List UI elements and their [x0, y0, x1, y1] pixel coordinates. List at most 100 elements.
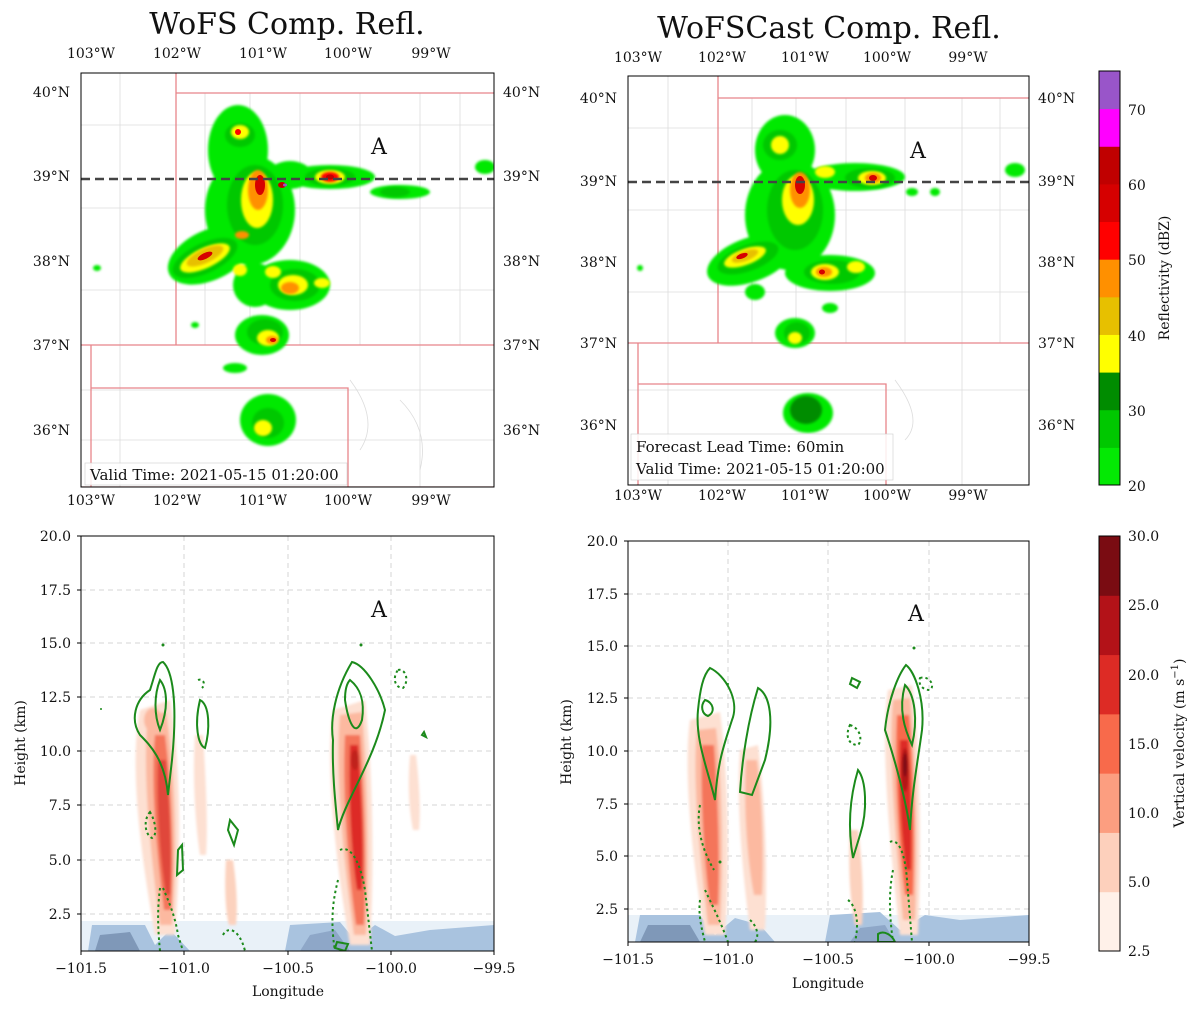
cross-right-ylabel: Height (km) [559, 699, 575, 785]
map-left-bottom-tick: 100°W [324, 493, 373, 509]
cross-left-xlabel: Longitude [252, 984, 324, 1000]
map-right-lead-time: Forecast Lead Time: 60min [636, 438, 844, 456]
cross-left-content [81, 643, 494, 951]
cross-left-surface-blue [81, 921, 494, 951]
reflectivity-colorbar-segment [1099, 334, 1120, 373]
cross-right-x-tick: −99.5 [1008, 952, 1051, 968]
map-left-bottom-tick: 99°W [411, 493, 451, 509]
reflectivity-colorbar-segment [1099, 372, 1120, 411]
vertical-velocity-colorbar: 2.5 5.0 10.0 15.0 20.0 25.0 30.0 Vertica… [1098, 529, 1188, 960]
reflectivity-colorbar-segments [1099, 71, 1120, 486]
cross-left-x-tick: −100.0 [365, 961, 417, 977]
cross-right-xlabel: Longitude [792, 976, 864, 992]
vertical-velocity-tick: 2.5 [1128, 944, 1150, 960]
cross-left-contours-solid [133, 660, 428, 951]
map-right-right-tick: 40°N [1038, 91, 1075, 107]
cross-right-y-tick: 7.5 [596, 797, 618, 813]
map-left-top-tick: 103°W [67, 46, 116, 62]
cross-right-surface-blue [628, 912, 1029, 942]
cross-right-annotation: A [907, 602, 925, 627]
map-right-bottom-tick: 103°W [614, 488, 663, 504]
map-left-top-ticks: 103°W 102°W 101°W 100°W 99°W [67, 46, 451, 62]
map-right-top-tick: 101°W [781, 50, 830, 66]
map-right-bottom-tick: 102°W [698, 488, 747, 504]
cross-left-x-tick: −99.5 [473, 961, 516, 977]
cross-left-updrafts [135, 700, 420, 945]
map-right-left-tick: 37°N [580, 336, 617, 352]
map-left-left-ticks: 40°N 39°N 38°N 37°N 36°N [33, 85, 70, 439]
cross-right-y-tick: 10.0 [587, 744, 618, 760]
vertical-velocity-colorbar-segment [1099, 595, 1120, 656]
map-right-title: WoFSCast Comp. Refl. [657, 11, 1001, 46]
reflectivity-colorbar-segment [1099, 221, 1120, 260]
vertical-velocity-colorbar-ticks: 2.5 5.0 10.0 15.0 20.0 25.0 30.0 [1128, 529, 1159, 960]
cross-right-contours-solid [696, 663, 924, 942]
map-right-left-ticks: 40°N 39°N 38°N 37°N 36°N [580, 91, 617, 434]
vv-label-sup: −1 [1170, 664, 1181, 679]
reflectivity-colorbar-segment [1099, 296, 1120, 335]
reflectivity-colorbar-frame [1098, 70, 1121, 486]
cross-right-x-ticks: −101.5 −101.0 −100.5 −100.0 −99.5 [602, 952, 1050, 968]
cross-left-grid [81, 536, 494, 951]
map-left-bottom-ticks: 103°W 102°W 101°W 100°W 99°W [67, 493, 451, 509]
map-left-panel: WoFS Comp. Refl. [33, 7, 540, 509]
cross-left-x-tick: −101.0 [158, 961, 210, 977]
map-left-bottom-tick: 103°W [67, 493, 116, 509]
map-left-left-tick: 39°N [33, 169, 70, 185]
reflectivity-colorbar-segment [1099, 108, 1120, 147]
reflectivity-colorbar-segment [1099, 183, 1120, 223]
map-left-valid-time-box: Valid Time: 2021-05-15 01:20:00 [84, 462, 348, 486]
vertical-velocity-tick: 10.0 [1128, 806, 1159, 822]
map-right-right-tick: 36°N [1038, 418, 1075, 434]
map-left-right-tick: 38°N [503, 254, 540, 270]
vertical-velocity-colorbar-segment [1099, 773, 1120, 833]
map-right-content [628, 76, 1029, 485]
reflectivity-colorbar: 20 30 40 50 60 70 Reflectivity (dBZ) [1098, 70, 1173, 495]
cross-right-y-tick: 15.0 [587, 639, 618, 655]
reflectivity-tick: 30 [1128, 404, 1146, 420]
vertical-velocity-colorbar-label: Vertical velocity (m s−1) [1170, 658, 1188, 828]
map-left-valid-time: Valid Time: 2021-05-15 01:20:00 [89, 466, 339, 484]
vertical-velocity-colorbar-segment [1099, 536, 1120, 596]
map-left-left-tick: 40°N [33, 85, 70, 101]
map-left-right-tick: 37°N [503, 338, 540, 354]
reflectivity-colorbar-segment [1099, 71, 1120, 110]
cross-right-y-tick: 5.0 [596, 849, 618, 865]
map-left-right-tick: 39°N [503, 169, 540, 185]
vertical-velocity-colorbar-segment [1099, 891, 1120, 952]
reflectivity-tick: 50 [1128, 253, 1146, 269]
map-right-top-ticks: 103°W 102°W 101°W 100°W 99°W [614, 50, 988, 66]
map-left-top-tick: 99°W [411, 46, 451, 62]
map-right-info-box: Forecast Lead Time: 60min Valid Time: 20… [630, 433, 894, 481]
reflectivity-colorbar-segment [1099, 447, 1120, 486]
cross-left-y-tick: 2.5 [49, 907, 71, 923]
cross-left-x-ticks: −101.5 −101.0 −100.5 −100.0 −99.5 [55, 961, 515, 977]
vertical-velocity-colorbar-segments [1099, 536, 1120, 952]
map-right-right-tick: 38°N [1038, 255, 1075, 271]
map-left-bottom-tick: 102°W [153, 493, 202, 509]
map-right-bottom-tick: 100°W [863, 488, 912, 504]
map-left-top-tick: 101°W [239, 46, 288, 62]
vertical-velocity-tick: 25.0 [1128, 598, 1159, 614]
vertical-velocity-tick: 15.0 [1128, 737, 1159, 753]
map-left-content [81, 73, 494, 487]
cross-left-y-ticks: 2.5 5.0 7.5 10.0 12.5 15.0 17.5 20.0 [40, 529, 71, 923]
cross-right-content [628, 646, 1029, 942]
reflectivity-colorbar-segment [1099, 259, 1120, 298]
map-right-bottom-tick: 101°W [781, 488, 830, 504]
map-right-bottom-tick: 99°W [948, 488, 988, 504]
cross-left-y-tick: 17.5 [40, 583, 71, 599]
vv-label-main: Vertical velocity (m s [1172, 679, 1188, 829]
map-right-left-tick: 38°N [580, 255, 617, 271]
map-right-top-tick: 102°W [698, 50, 747, 66]
map-left-title: WoFS Comp. Refl. [149, 7, 424, 42]
map-right-storms [637, 115, 1025, 433]
map-right-top-tick: 103°W [614, 50, 663, 66]
map-left-right-ticks: 40°N 39°N 38°N 37°N 36°N [503, 85, 540, 439]
cross-left-y-tick: 7.5 [49, 798, 71, 814]
map-right-top-tick: 100°W [863, 50, 912, 66]
map-left-left-tick: 36°N [33, 423, 70, 439]
cross-left-x-tick: −100.5 [262, 961, 314, 977]
cross-right-y-ticks: 2.5 5.0 7.5 10.0 12.5 15.0 17.5 20.0 [587, 534, 618, 918]
map-left-left-tick: 37°N [33, 338, 70, 354]
